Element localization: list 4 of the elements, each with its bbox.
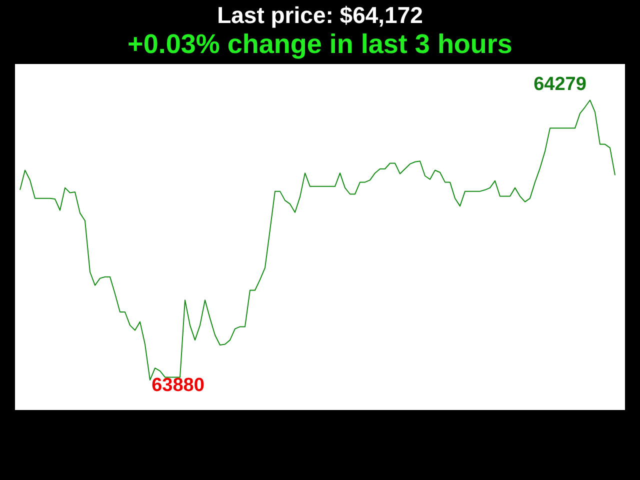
- data-label: 64279: [534, 74, 586, 95]
- chart-title: Last price: $64,172: [216, 1, 424, 30]
- chart-subtitle: +0.03% change in last 3 hours: [126, 28, 514, 61]
- data-label: 63880: [152, 374, 204, 396]
